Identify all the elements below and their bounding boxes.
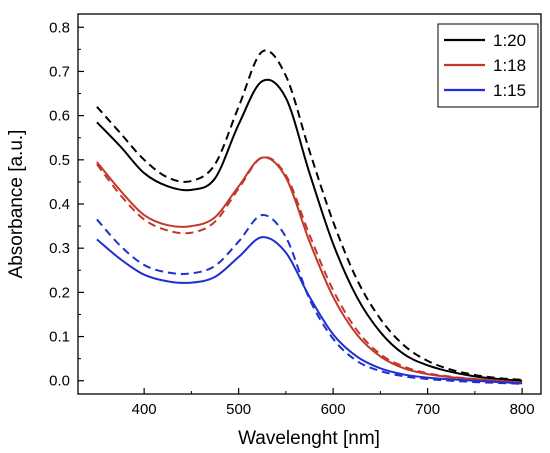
- y-tick-label: 0.6: [49, 108, 70, 125]
- y-tick-label: 0.1: [49, 329, 70, 346]
- y-tick-label: 0.2: [49, 284, 70, 301]
- x-tick-label: 500: [226, 401, 251, 418]
- y-tick-label: 0.0: [49, 373, 70, 390]
- x-axis-title: Wavelenght [nm]: [238, 428, 380, 449]
- x-tick-label: 700: [415, 401, 440, 418]
- legend-label: 1:18: [493, 56, 526, 75]
- series-line-0-solid: [96, 78, 523, 382]
- series-layer: [96, 49, 523, 385]
- series-line-1-dashed: [96, 49, 523, 381]
- ticks-layer: 400 500 600 700 800 0.0 0.1 0.2 0.3 0.4 0.5 0.6 0.7 0…: [49, 19, 534, 418]
- y-tick-label: 0.3: [49, 240, 70, 257]
- legend-label: 1:15: [493, 81, 526, 100]
- y-tick-label: 0.4: [49, 196, 70, 213]
- x-tick-label: 800: [510, 401, 535, 418]
- series-line-2-solid: [96, 156, 523, 384]
- series-line-4-solid: [96, 236, 523, 385]
- y-tick-label: 0.5: [49, 152, 70, 169]
- x-tick-label: 400: [132, 401, 157, 418]
- x-tick-label: 600: [321, 401, 346, 418]
- series-line-5-dashed: [96, 214, 523, 385]
- y-tick-label: 0.7: [49, 63, 70, 80]
- series-line-3-dashed: [96, 156, 523, 384]
- y-tick-label: 0.8: [49, 19, 70, 36]
- legend: 1:20 1:18 1:15: [437, 23, 539, 108]
- y-axis-title: Absorbance [a.u.]: [6, 130, 27, 279]
- legend-label: 1:20: [493, 31, 526, 50]
